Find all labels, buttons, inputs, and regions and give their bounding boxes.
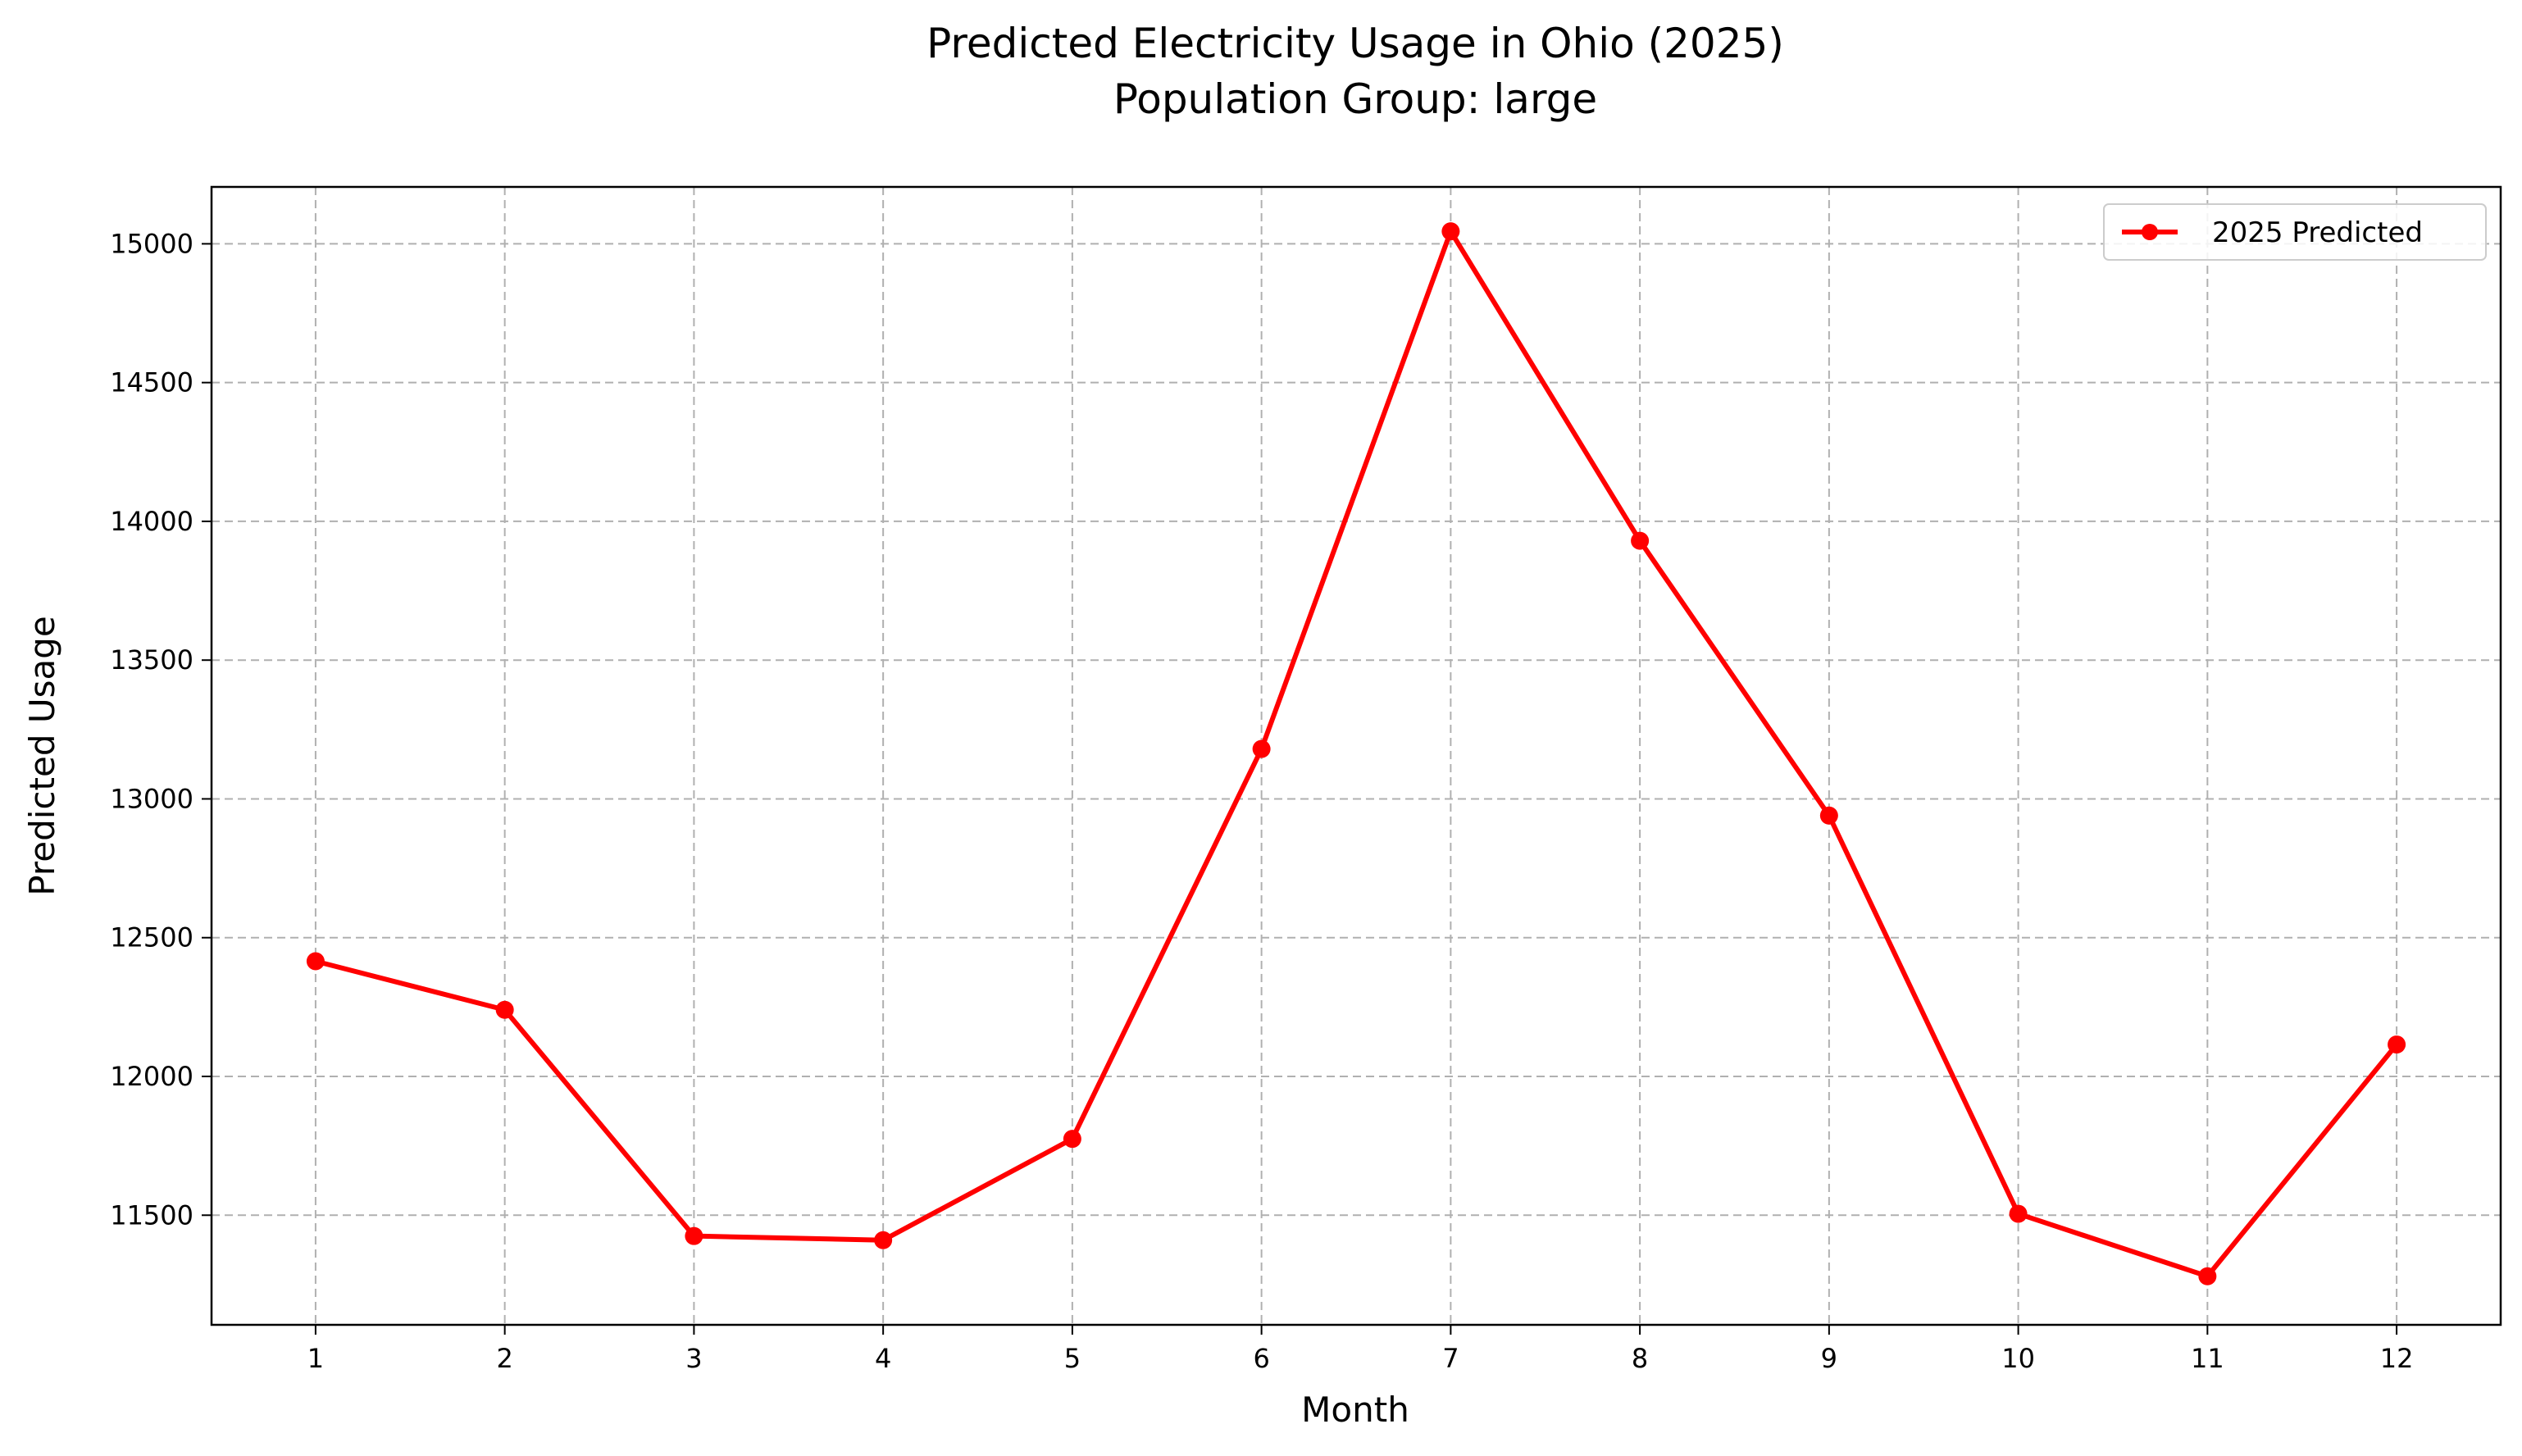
y-tick-label: 12000 xyxy=(110,1061,193,1092)
series-layer xyxy=(306,222,2406,1285)
x-tick-label: 5 xyxy=(1064,1343,1081,1374)
x-tick-label: 10 xyxy=(2001,1343,2035,1374)
data-point xyxy=(2198,1267,2217,1285)
x-tick-label: 8 xyxy=(1632,1343,1648,1374)
y-tick-label: 13500 xyxy=(110,644,193,676)
y-tick-label: 14500 xyxy=(110,367,193,398)
data-point xyxy=(1252,739,1271,758)
data-point xyxy=(495,1000,514,1019)
x-axis-label: Month xyxy=(1301,1390,1409,1430)
x-tick-label: 4 xyxy=(875,1343,891,1374)
data-point xyxy=(1819,806,1838,825)
x-tick-label: 7 xyxy=(1442,1343,1459,1374)
y-tick-label: 11500 xyxy=(110,1199,193,1231)
y-axis-ticks: 11500 12000 12500 13000 13500 14000 14500 15000 xyxy=(110,228,212,1231)
data-point xyxy=(1631,531,1650,550)
legend-box xyxy=(2103,203,2487,261)
data-point xyxy=(685,1226,703,1245)
y-tick-label: 13000 xyxy=(110,783,193,814)
data-point xyxy=(1063,1130,1081,1149)
x-tick-label: 12 xyxy=(2380,1343,2414,1374)
data-point xyxy=(1441,222,1460,241)
legend: 2025 Predicted xyxy=(2103,203,2487,261)
data-point xyxy=(2388,1035,2406,1054)
data-point xyxy=(874,1231,893,1249)
y-tick-label: 12500 xyxy=(110,922,193,953)
y-tick-label: 15000 xyxy=(110,228,193,259)
series-line xyxy=(312,229,2400,1279)
plot-area-frame xyxy=(210,185,2502,1326)
x-tick-label: 1 xyxy=(307,1343,324,1374)
data-point xyxy=(2009,1204,2028,1223)
chart-subtitle: Population Group: large xyxy=(1113,75,1597,123)
chart-title: Predicted Electricity Usage in Ohio (202… xyxy=(926,20,1784,67)
x-tick-label: 3 xyxy=(685,1343,702,1374)
y-tick-label: 14000 xyxy=(110,506,193,537)
y-axis-label: Predicted Usage xyxy=(22,616,62,895)
data-point xyxy=(306,952,325,971)
x-axis-ticks: 1 2 3 4 5 6 7 8 9 10 11 12 xyxy=(307,1325,2414,1374)
legend-marker-sample xyxy=(2142,224,2158,240)
x-tick-label: 11 xyxy=(2191,1343,2224,1374)
x-tick-label: 2 xyxy=(496,1343,512,1374)
x-tick-label: 9 xyxy=(1821,1343,1837,1374)
legend-label: 2025 Predicted xyxy=(2212,216,2423,249)
x-tick-label: 6 xyxy=(1253,1343,1269,1374)
horizontal-grid-lines xyxy=(212,243,2501,1217)
